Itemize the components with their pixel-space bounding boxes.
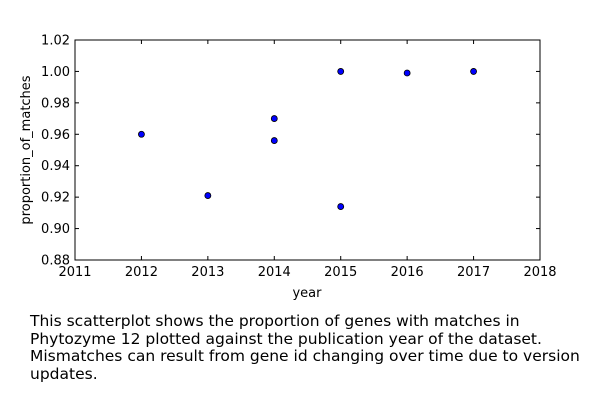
data-point	[337, 203, 345, 210]
data-point	[204, 192, 212, 199]
y-tick-label: 0.98	[41, 96, 70, 111]
x-tick-label: 2014	[258, 265, 291, 280]
data-point	[270, 137, 278, 144]
x-axis-label: year	[292, 286, 322, 301]
x-tick-label: 2012	[125, 265, 158, 280]
y-tick-label: 0.88	[41, 254, 70, 269]
y-tick-label: 1.02	[41, 34, 70, 49]
x-tick-label: 2018	[523, 265, 556, 280]
y-tick-label: 0.94	[41, 159, 70, 174]
plot-area-frame	[74, 39, 541, 261]
scatter-chart: 2011 2012 2013 2014 2015 2016 2017 2018 0.88 0.9…	[19, 34, 557, 302]
x-tick-label: 2016	[391, 265, 424, 280]
data-point	[337, 68, 345, 75]
x-tick-label: 2017	[457, 265, 490, 280]
data-point	[138, 130, 145, 138]
y-tick-label: 0.90	[41, 222, 70, 237]
x-tick-label: 2013	[191, 265, 224, 280]
figure-caption: This scatterplot shows the proportion of…	[30, 312, 580, 383]
x-tick-label: 2011	[58, 265, 91, 280]
data-points	[138, 68, 477, 210]
data-point	[403, 69, 411, 77]
x-tick-label: 2015	[324, 265, 357, 280]
data-point	[470, 68, 477, 75]
data-point	[270, 115, 278, 122]
y-axis-label: proportion_of_matches	[19, 75, 34, 224]
x-axis-ticks: 2011 2012 2013 2014 2015 2016 2017 2018	[58, 40, 557, 280]
y-tick-label: 0.92	[41, 191, 70, 206]
y-axis-ticks: 0.88 0.90 0.92 0.94 0.96 0.98 1.00 1.02	[41, 34, 540, 269]
y-tick-label: 1.00	[41, 65, 70, 80]
y-tick-label: 0.96	[41, 128, 70, 143]
